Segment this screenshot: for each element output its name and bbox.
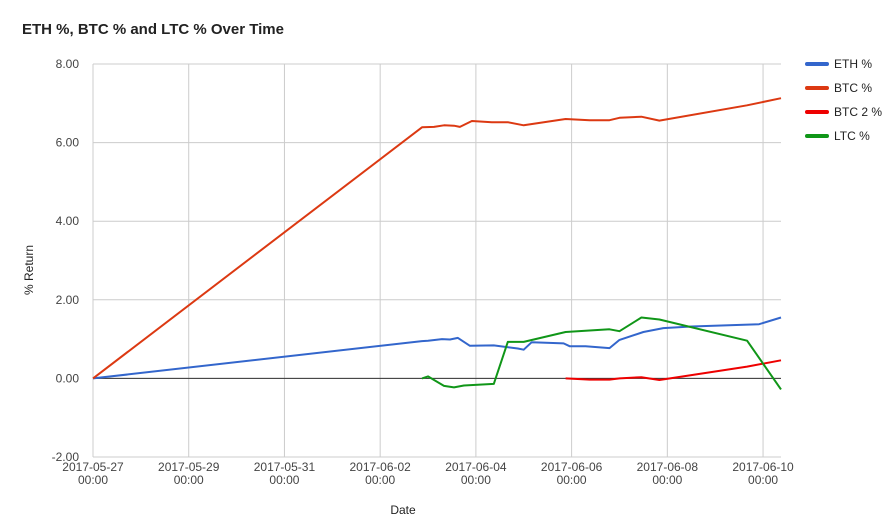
y-axis-title: % Return [22, 245, 36, 295]
x-tick-time: 00:00 [652, 473, 682, 487]
legend-label: BTC % [834, 81, 872, 95]
chart-title: ETH %, BTC % and LTC % Over Time [22, 21, 284, 38]
legend-label: ETH % [834, 57, 872, 71]
x-tick-date: 2017-06-04 [445, 460, 507, 474]
x-axis-ticks: 2017-05-2700:002017-05-2900:002017-05-31… [62, 460, 794, 487]
series-line-2 [92, 97, 782, 380]
legend: ETH % BTC % BTC 2 % LTC % [805, 57, 882, 143]
x-tick-time: 00:00 [78, 473, 108, 487]
x-tick-date: 2017-06-06 [541, 460, 603, 474]
x-tick-time: 00:00 [557, 473, 587, 487]
legend-label: LTC % [834, 129, 870, 143]
series-line-4 [421, 316, 782, 390]
gridlines [92, 63, 781, 458]
legend-item: LTC % [805, 129, 870, 143]
x-tick-date: 2017-05-31 [254, 460, 316, 474]
x-tick-time: 00:00 [269, 473, 299, 487]
x-tick-time: 00:00 [174, 473, 204, 487]
x-tick-date: 2017-05-29 [158, 460, 220, 474]
x-tick-time: 00:00 [461, 473, 491, 487]
x-tick-date: 2017-05-27 [62, 460, 124, 474]
x-tick-date: 2017-06-08 [637, 460, 699, 474]
y-tick-label: 4.00 [56, 214, 80, 228]
series-line-1 [92, 316, 782, 380]
y-axis-ticks: 8.00 6.00 4.00 2.00 0.00 -2.00 [52, 57, 80, 464]
series-lines [92, 97, 782, 390]
x-tick-time: 00:00 [748, 473, 778, 487]
x-tick-date: 2017-06-10 [732, 460, 794, 474]
y-tick-label: 6.00 [56, 136, 80, 150]
x-axis-title: Date [390, 503, 416, 517]
y-tick-label: 0.00 [56, 371, 80, 385]
series-line-3 [565, 359, 782, 381]
legend-item: ETH % [805, 57, 872, 71]
y-tick-label: 8.00 [56, 57, 80, 71]
y-tick-label: 2.00 [56, 293, 80, 307]
legend-label: BTC 2 % [834, 105, 882, 119]
x-tick-time: 00:00 [365, 473, 395, 487]
legend-item: BTC % [805, 81, 872, 95]
y-tick-label: -2.00 [52, 450, 80, 464]
legend-item: BTC 2 % [805, 105, 882, 119]
x-tick-date: 2017-06-02 [349, 460, 411, 474]
